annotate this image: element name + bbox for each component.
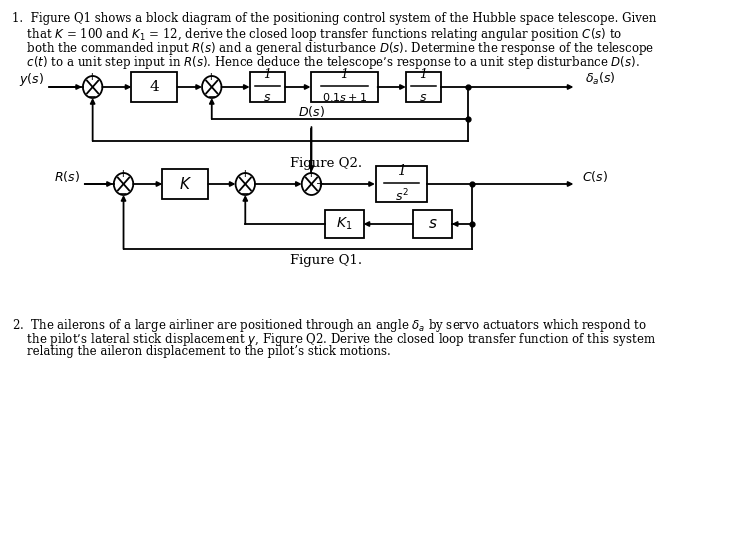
Text: 4: 4 [150, 80, 159, 94]
Bar [310, 72, 377, 102]
Text: +: + [316, 179, 324, 189]
Text: $s$: $s$ [427, 217, 437, 231]
Text: 1: 1 [340, 68, 348, 81]
Text: $y(s)$: $y(s)$ [19, 70, 44, 87]
Text: $D(s)$: $D(s)$ [298, 104, 325, 119]
Bar [406, 72, 441, 102]
Text: +: + [241, 169, 250, 179]
Text: $s^2$: $s^2$ [395, 188, 408, 205]
Text: $K_1$: $K_1$ [336, 216, 352, 232]
Text: +: + [208, 72, 216, 82]
Bar [376, 166, 427, 202]
Bar [324, 210, 363, 238]
Text: +: + [119, 169, 128, 179]
Text: $\delta_a(s)$: $\delta_a(s)$ [585, 71, 616, 87]
Bar [413, 210, 451, 238]
Text: −: − [88, 92, 97, 102]
Text: 1: 1 [264, 68, 272, 81]
Text: $0.1s+1$: $0.1s+1$ [321, 91, 367, 103]
Text: −: − [208, 92, 216, 102]
Text: Figure Q2.: Figure Q2. [291, 157, 363, 170]
Text: Figure Q1.: Figure Q1. [291, 254, 363, 267]
Text: $C(s)$: $C(s)$ [582, 169, 608, 183]
Text: $K$: $K$ [179, 176, 192, 192]
Bar [250, 72, 285, 102]
Text: −: − [119, 189, 128, 199]
Text: +: + [307, 169, 316, 179]
Text: relating the aileron displacement to the pilot’s stick motions.: relating the aileron displacement to the… [12, 345, 391, 358]
Text: the pilot’s lateral stick displacement $y$, Figure Q2. Derive the closed loop tr: the pilot’s lateral stick displacement $… [12, 331, 656, 348]
Text: 2.  The ailerons of a large airliner are positioned through an angle $\delta_a$ : 2. The ailerons of a large airliner are … [12, 317, 647, 334]
Text: 1: 1 [420, 68, 427, 81]
Text: $s$: $s$ [264, 91, 272, 104]
Text: +: + [88, 72, 97, 82]
Text: $R(s)$: $R(s)$ [54, 169, 79, 183]
Text: $c(t)$ to a unit step input in $R(s)$. Hence deduce the telescope’s response to : $c(t)$ to a unit step input in $R(s)$. H… [12, 54, 640, 71]
Bar [162, 169, 208, 199]
Text: both the commanded input $R(s)$ and a general disturbance $D(s)$. Determine the : both the commanded input $R(s)$ and a ge… [12, 40, 655, 57]
Bar [131, 72, 178, 102]
Text: that $K$ = 100 and $K_1$ = 12, derive the closed loop transfer functions relatin: that $K$ = 100 and $K_1$ = 12, derive th… [12, 26, 622, 43]
Text: 1: 1 [397, 164, 406, 178]
Text: −: − [241, 189, 250, 199]
Text: $s$: $s$ [419, 91, 428, 104]
Text: 1.  Figure Q1 shows a block diagram of the positioning control system of the Hub: 1. Figure Q1 shows a block diagram of th… [12, 12, 657, 25]
